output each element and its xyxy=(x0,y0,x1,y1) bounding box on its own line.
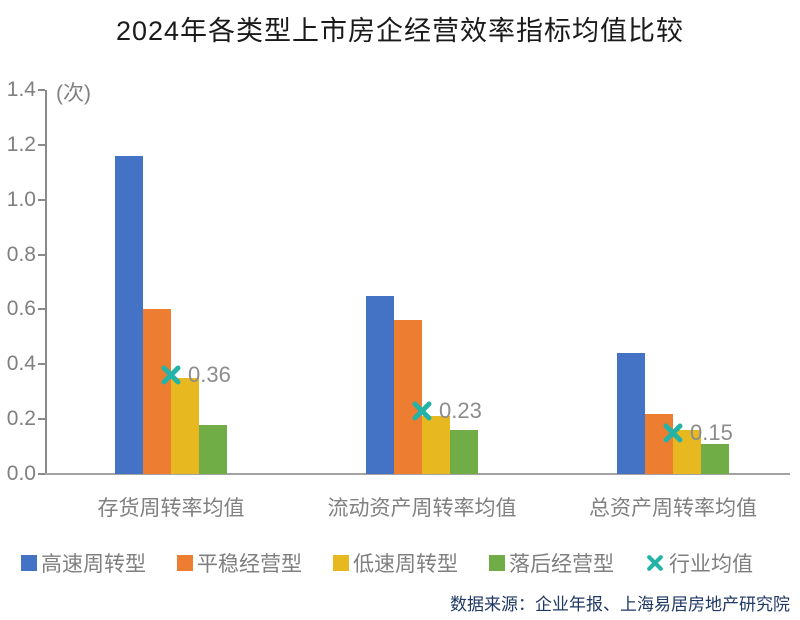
y-axis-tick-label: 1.2 xyxy=(6,132,36,156)
y-axis-tick xyxy=(38,198,45,201)
bar-low-speed-turnover-1 xyxy=(171,378,199,474)
bar-high-speed-turnover-1 xyxy=(115,156,143,474)
y-axis-tick xyxy=(38,363,45,366)
x-axis-category-label: 存货周转率均值 xyxy=(97,497,245,520)
legend-item-high-speed-turnover: 高速周转型 xyxy=(21,548,146,578)
y-axis-tick xyxy=(38,143,45,146)
y-axis-tick-label: 0.8 xyxy=(6,242,36,266)
legend-item-low-speed-turnover: 低速周转型 xyxy=(333,548,458,578)
x-marker-icon xyxy=(412,401,432,421)
legend-label: 高速周转型 xyxy=(41,553,146,576)
legend-label: 平稳经营型 xyxy=(197,553,302,576)
industry-average-value-label: 0.15 xyxy=(690,419,733,445)
x-axis-category-label: 流动资产周转率均值 xyxy=(327,497,517,520)
y-axis-tick xyxy=(38,418,45,421)
legend-item-stable-operation: 平稳经营型 xyxy=(177,548,302,578)
y-axis-line xyxy=(45,90,47,474)
chart-legend: 高速周转型 平稳经营型 低速周转型 落后经营型 行业均值 xyxy=(21,548,753,578)
y-axis-unit-label: (次) xyxy=(56,82,91,105)
y-axis-tick xyxy=(38,473,45,475)
chart-title: 2024年各类型上市房企经营效率指标均值比较 xyxy=(115,16,685,46)
legend-label: 落后经营型 xyxy=(509,553,614,576)
legend-swatch-stable-operation xyxy=(177,555,193,571)
legend-swatch-lagging-operation xyxy=(489,555,505,571)
industry-average-marker xyxy=(159,363,183,387)
bar-stable-operation-1 xyxy=(143,309,171,474)
source-note: 数据来源：企业年报、上海易居房地产研究院 xyxy=(450,595,790,614)
x-marker-icon xyxy=(663,423,683,443)
bar-lagging-operation-3 xyxy=(701,444,729,474)
industry-average-value-label: 0.36 xyxy=(188,362,231,388)
y-axis-tick-label: 1.0 xyxy=(6,187,36,211)
industry-average-marker xyxy=(410,399,434,423)
bar-stable-operation-3 xyxy=(645,414,673,474)
x-axis-line xyxy=(45,473,790,475)
y-axis-tick-label: 1.4 xyxy=(6,78,36,101)
industry-average-value-label: 0.23 xyxy=(439,397,482,423)
bar-high-speed-turnover-3 xyxy=(617,353,645,474)
legend-item-lagging-operation: 落后经营型 xyxy=(489,548,614,578)
y-axis-tick xyxy=(38,308,45,311)
legend-item-industry-average: 行业均值 xyxy=(645,548,753,578)
y-axis-tick xyxy=(38,89,45,91)
y-axis-tick-label: 0.0 xyxy=(6,462,36,485)
bar-low-speed-turnover-2 xyxy=(422,416,450,474)
x-axis-category-label: 总资产周转率均值 xyxy=(589,497,757,520)
legend-label: 行业均值 xyxy=(669,553,753,576)
bar-high-speed-turnover-2 xyxy=(366,296,394,474)
legend-swatch-low-speed-turnover xyxy=(333,555,349,571)
industry-average-marker xyxy=(661,421,685,445)
bar-stable-operation-2 xyxy=(394,320,422,474)
legend-x-marker-icon xyxy=(647,555,663,571)
legend-swatch-high-speed-turnover xyxy=(21,555,37,571)
legend-label: 低速周转型 xyxy=(353,553,458,576)
y-axis-tick-label: 0.2 xyxy=(6,407,36,431)
y-axis-tick-label: 0.6 xyxy=(6,297,36,321)
y-axis-tick xyxy=(38,253,45,256)
y-axis-tick-label: 0.4 xyxy=(6,352,36,376)
bar-lagging-operation-1 xyxy=(199,425,227,474)
bar-lagging-operation-2 xyxy=(450,430,478,474)
x-marker-icon xyxy=(161,365,181,385)
